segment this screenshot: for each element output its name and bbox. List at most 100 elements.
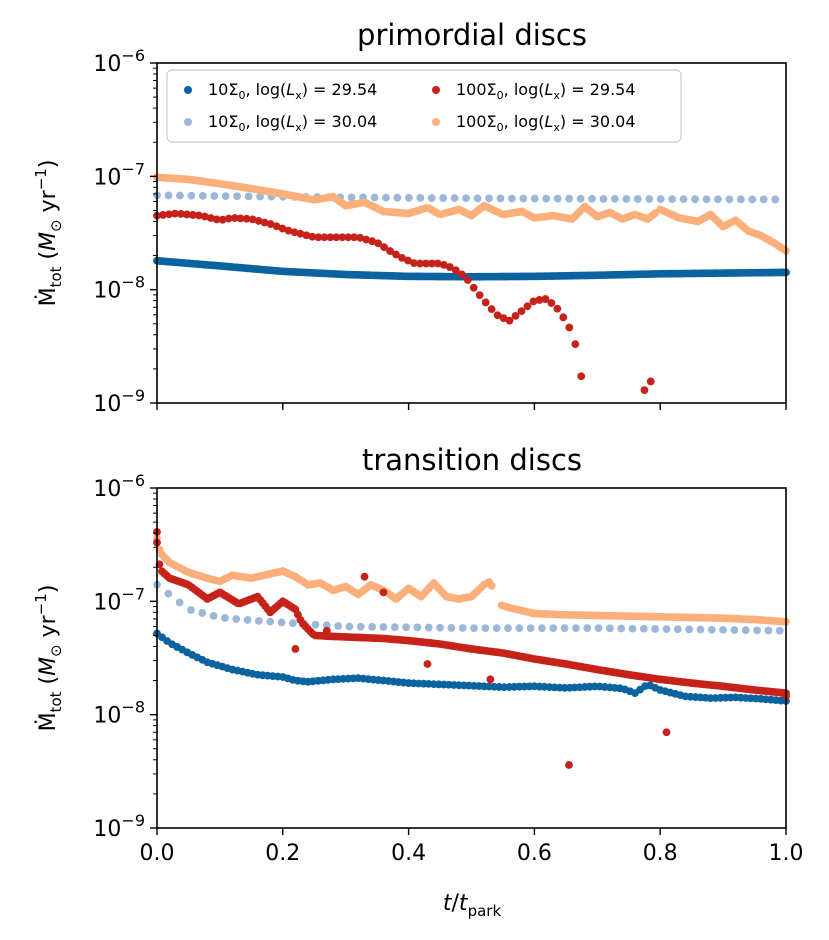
series-markers: [153, 256, 790, 281]
x-axis-primordial: [156, 403, 787, 410]
legend-entry: 10Σ0, log(Lx) = 30.04: [208, 112, 377, 134]
data-point: [538, 624, 546, 633]
legend-marker: [432, 118, 440, 126]
data-point: [470, 624, 478, 633]
x-tick-label: 0.2: [265, 841, 300, 866]
data-point: [390, 623, 399, 632]
data-point: [320, 233, 329, 242]
data-point: [433, 259, 442, 268]
data-point: [255, 616, 263, 625]
data-point: [334, 622, 343, 630]
panel-title-transition: transition discs: [362, 443, 582, 477]
data-point: [416, 259, 424, 268]
data-point: [775, 626, 784, 635]
data-point: [362, 235, 371, 244]
plot-area-primordial: [153, 173, 790, 394]
legend-marker: [184, 86, 192, 94]
data-point: [611, 194, 619, 203]
data-point: [164, 589, 173, 598]
data-point: [576, 194, 585, 203]
data-point: [505, 316, 514, 325]
data-point: [242, 214, 251, 223]
data-point: [244, 192, 253, 201]
data-point: [221, 192, 230, 201]
data-point: [651, 625, 660, 633]
series-markers: [153, 580, 784, 635]
data-point: [662, 728, 671, 737]
data-point: [159, 211, 167, 219]
x-tick-label: 0.0: [140, 841, 175, 866]
data-point: [481, 298, 490, 307]
data-point: [764, 626, 773, 635]
data-point: [469, 283, 478, 292]
data-point: [588, 194, 596, 203]
data-point: [487, 581, 496, 590]
data-point: [424, 623, 433, 632]
data-point: [413, 623, 422, 632]
x-tick-label: 0.8: [643, 841, 678, 866]
data-point: [404, 256, 412, 265]
data-point: [248, 215, 257, 224]
data-point: [553, 194, 562, 203]
data-point: [504, 624, 512, 633]
data-point: [565, 761, 573, 769]
y-tick-label: 10−9: [93, 811, 145, 842]
data-point: [668, 195, 677, 204]
data-point: [707, 625, 716, 634]
data-point: [572, 624, 580, 633]
data-point: [322, 621, 331, 630]
data-point: [549, 624, 558, 633]
data-point: [565, 194, 574, 203]
data-point: [311, 620, 320, 629]
x-tick-label: 0.4: [391, 841, 426, 866]
legend-marker: [432, 86, 440, 94]
data-point: [511, 311, 520, 320]
axes-frame-transition: [156, 487, 787, 829]
data-point: [496, 194, 505, 203]
data-point: [662, 625, 671, 633]
legend-entry: 100Σ0, log(Lx) = 29.54: [456, 80, 636, 102]
data-point: [599, 194, 608, 203]
data-point: [410, 259, 418, 268]
data-point: [451, 266, 460, 275]
data-point: [416, 193, 425, 202]
data-point: [398, 253, 406, 262]
legend-marker: [184, 118, 192, 126]
data-point: [284, 226, 293, 235]
data-point: [224, 214, 233, 223]
data-point: [714, 195, 722, 204]
data-point: [308, 232, 317, 241]
data-point: [541, 295, 550, 303]
data-point: [447, 623, 456, 632]
data-point: [696, 625, 705, 634]
series-markers: [153, 173, 790, 255]
data-point: [200, 212, 209, 221]
data-point: [748, 195, 757, 204]
data-point: [260, 218, 269, 227]
data-point: [379, 588, 388, 597]
data-point: [209, 611, 218, 620]
data-point: [182, 210, 191, 219]
y-tick-label: 10−7: [93, 159, 145, 190]
data-point: [436, 623, 444, 632]
data-point: [194, 211, 203, 220]
data-point: [646, 377, 655, 386]
data-point: [164, 191, 173, 200]
data-point: [322, 626, 331, 635]
data-point: [439, 194, 448, 202]
data-point: [458, 624, 467, 632]
data-point: [347, 193, 356, 202]
axes-frame-primordial: [156, 62, 787, 404]
data-point: [382, 193, 390, 202]
data-point: [404, 193, 413, 202]
panel-title-primordial: primordial discs: [357, 18, 587, 52]
data-point: [427, 194, 436, 202]
data-point: [656, 195, 665, 203]
data-point: [427, 259, 436, 268]
data-point: [221, 614, 229, 622]
data-point: [473, 194, 482, 203]
x-tick-label: 1.0: [769, 841, 804, 866]
data-point: [529, 297, 538, 306]
data-point: [622, 195, 631, 203]
data-point: [187, 191, 196, 200]
